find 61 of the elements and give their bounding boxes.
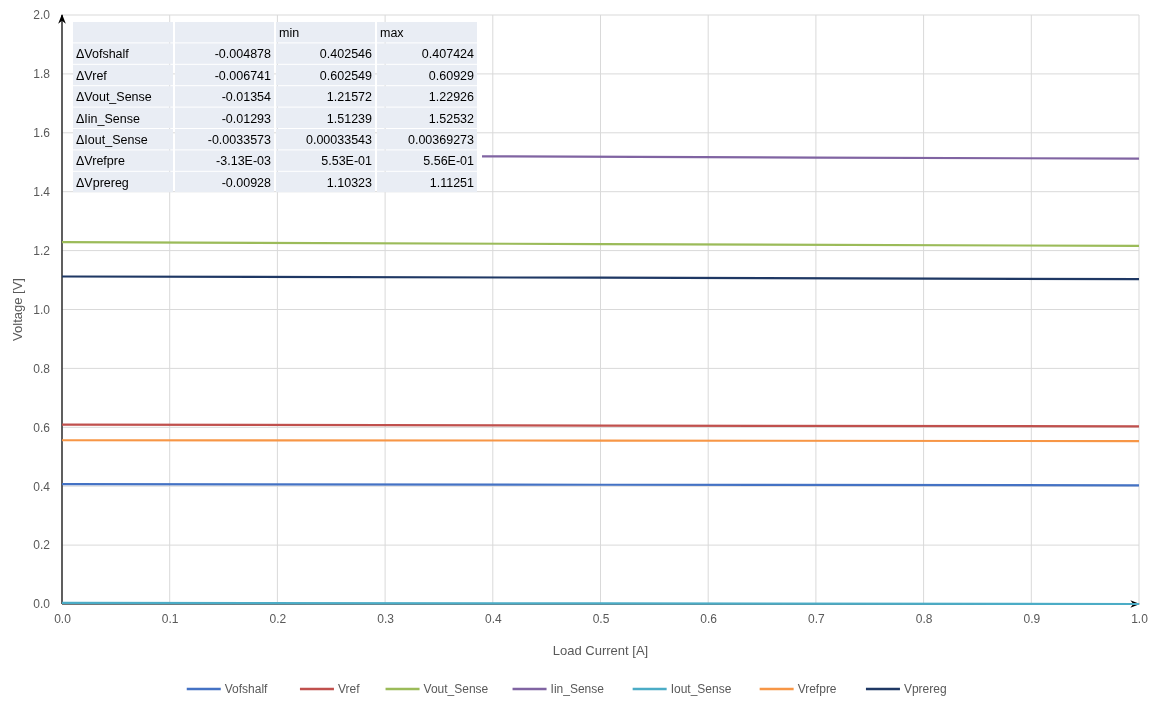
annotation: ΔIin_Sense: [76, 111, 140, 126]
annotation: 0.402546: [319, 47, 373, 62]
x-tick-label: 0.0: [54, 611, 72, 626]
legend-label: Vref: [337, 682, 361, 696]
annotation: -0.004878: [214, 47, 272, 62]
x-tick-label: 0.9: [1023, 611, 1041, 626]
legend-label: Vprereg: [903, 682, 947, 696]
annotation: -0.01293: [221, 111, 272, 126]
annotation: 5.56E-01: [423, 154, 475, 169]
annotation: 1.22926: [428, 90, 475, 105]
annotation: ΔVprereg: [76, 175, 129, 190]
x-tick-label: 0.6: [700, 611, 718, 626]
x-axis-title: Load Current [A]: [552, 643, 649, 658]
annotation: ΔVref: [76, 68, 108, 83]
x-tick-label: 0.7: [808, 611, 826, 626]
y-tick-label: 0.2: [33, 538, 51, 553]
annotation: 0.00369273: [407, 133, 475, 147]
legend-label: Vofshalf: [224, 682, 269, 696]
x-tick-label: 0.8: [915, 611, 933, 626]
annotation: -3.13E-03: [216, 154, 272, 169]
legend-label: Vrefpre: [797, 682, 837, 696]
annotation: 0.602549: [319, 68, 373, 83]
annotation: 0.407424: [421, 47, 475, 62]
y-tick-label: 1.2: [33, 243, 51, 258]
x-tick-label: 0.4: [484, 611, 502, 626]
annotation: 5.53E-01: [321, 154, 373, 169]
y-tick-label: 0.4: [33, 479, 51, 494]
annotation: ΔVout_Sense: [76, 90, 152, 105]
y-axis-title: Voltage [V]: [10, 278, 25, 341]
annotation: -0.006741: [214, 68, 272, 83]
y-tick-label: 1.8: [33, 67, 51, 82]
y-tick-label: 1.4: [33, 185, 51, 200]
legend-label: Vout_Sense: [423, 682, 489, 696]
y-tick-label: 1.6: [33, 126, 51, 141]
x-tick-label: 1.0: [1131, 611, 1149, 626]
annotation: ΔVofshalf: [76, 47, 130, 62]
legend-label: Iout_Sense: [670, 682, 732, 696]
y-tick-label: 0.0: [33, 597, 51, 612]
annotation: -0.01354: [221, 90, 272, 105]
annotation: 1.21572: [326, 90, 373, 105]
annotation: 1.10323: [326, 175, 373, 190]
annotation: min: [279, 26, 300, 40]
annotation: max: [380, 26, 405, 40]
annotation: 1.11251: [429, 175, 475, 190]
legend-label: Iin_Sense: [550, 682, 605, 696]
x-tick-label: 0.2: [269, 611, 287, 626]
y-tick-label: 0.6: [33, 420, 51, 435]
annotation: 1.52532: [428, 111, 475, 126]
annotation: ΔIout_Sense: [76, 133, 148, 147]
x-tick-label: 0.5: [592, 611, 610, 626]
annotation: 0.60929: [428, 68, 475, 83]
annotation: -0.0033573: [207, 133, 272, 147]
x-tick-label: 0.3: [377, 611, 395, 626]
x-tick-label: 0.1: [161, 611, 179, 626]
y-tick-label: 0.8: [33, 361, 51, 376]
annotation: 1.51239: [326, 111, 373, 126]
annotation: 0.00033543: [305, 133, 373, 147]
y-tick-label: 1.0: [33, 302, 51, 317]
annotation: -0.00928: [221, 175, 272, 190]
annotation: ΔVrefpre: [76, 154, 125, 169]
y-tick-label: 2.0: [33, 8, 51, 23]
